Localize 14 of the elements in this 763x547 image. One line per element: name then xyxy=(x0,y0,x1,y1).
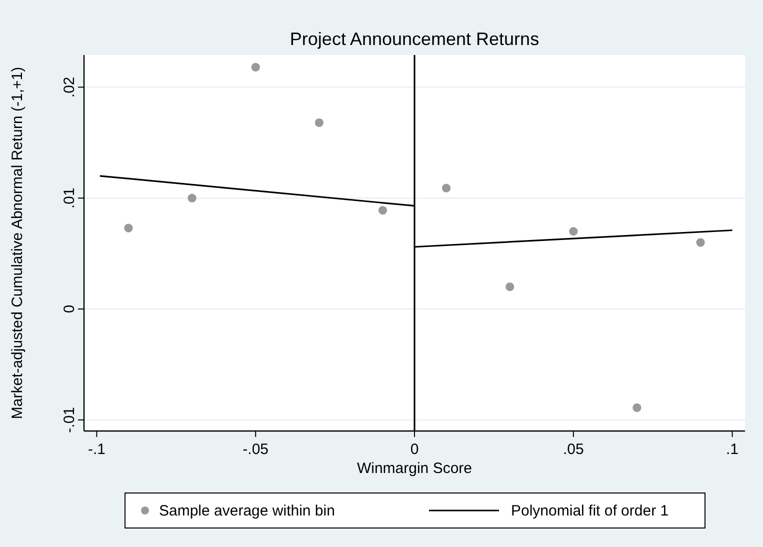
x-tick-label: -.1 xyxy=(88,441,106,458)
y-tick-label: .02 xyxy=(61,76,78,98)
x-axis-title: Winmargin Score xyxy=(356,460,472,477)
y-axis-title: Market-adjusted Cumulative Abnormal Return (-1,+1) xyxy=(9,66,26,420)
legend-label: Sample average within bin xyxy=(159,502,335,520)
x-tick-label: -.05 xyxy=(242,441,269,458)
x-tick-label: .1 xyxy=(726,441,739,458)
y-tick-label: 0 xyxy=(61,304,78,314)
legend-label: Polynomial fit of order 1 xyxy=(511,502,669,520)
y-tick-label: -.01 xyxy=(61,406,78,433)
y-tick-label: .01 xyxy=(61,188,78,209)
x-tick-label: .05 xyxy=(562,441,584,458)
chart-title: Project Announcement Returns xyxy=(290,29,540,49)
x-tick-label: 0 xyxy=(410,441,419,458)
